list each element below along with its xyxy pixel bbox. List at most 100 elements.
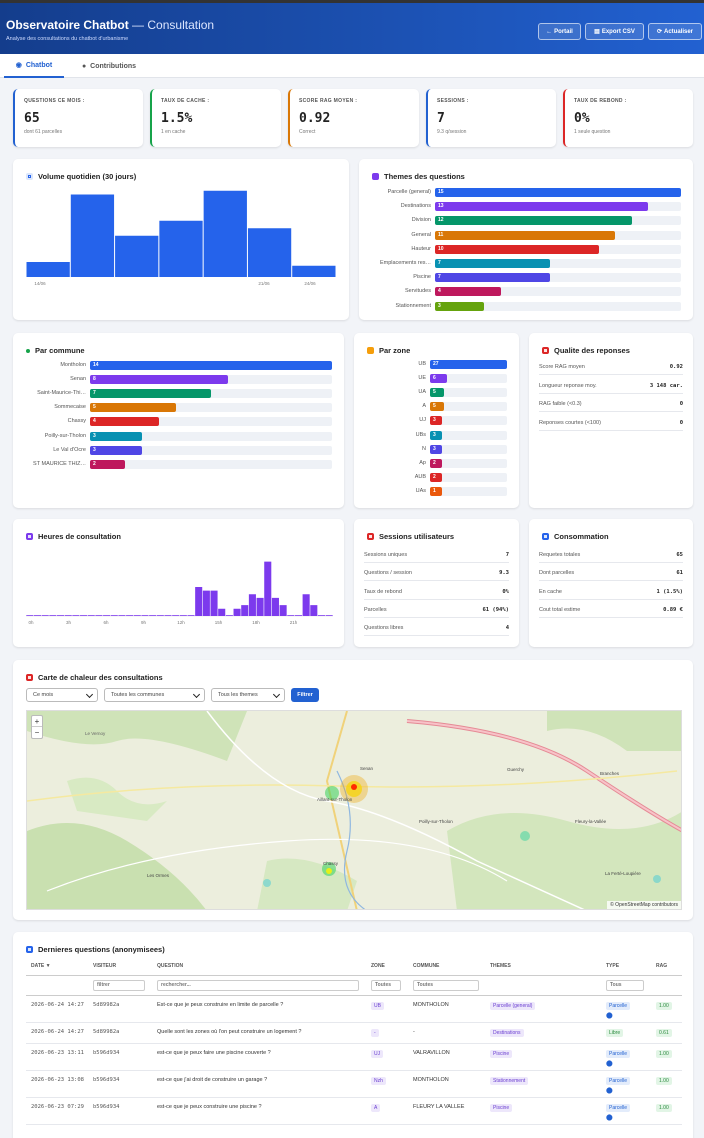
map-pin-icon[interactable]: ⬤ [606, 1060, 613, 1067]
bar-track [90, 459, 332, 469]
zone-filter-select[interactable]: Toutes [371, 979, 401, 991]
stat-row: Cout total estime 0.89 € [539, 603, 683, 618]
bar-row: N 3 [422, 444, 507, 454]
theme-filter-select[interactable]: Tous les themes [211, 688, 285, 702]
map-attribution[interactable]: © OpenStreetMap contributors [607, 901, 681, 909]
sessions-card: Sessions utilisateurs Sessions uniques 7 Q… [354, 519, 519, 647]
stat-value: 3 148 car. [649, 382, 683, 389]
bar-row: Le Val d'Ocre 3 [53, 445, 332, 455]
bar-fill: 8 [90, 375, 229, 385]
cell-question: est-ce que je peux construire une piscin… [152, 1097, 366, 1125]
bar-row: Saint-Maurice-Thi… 7 [37, 389, 332, 399]
export-csv-button[interactable]: ▤ Export CSV [585, 23, 644, 40]
cell-question: Quelle sont les zones où l'on peut const… [152, 1022, 366, 1044]
zoom-in-button[interactable]: + [32, 716, 42, 727]
portal-button[interactable]: ← Portail [538, 23, 581, 40]
bar-fill: 5 [430, 402, 445, 412]
hour-bar [310, 605, 318, 616]
card-title: Heures de consultation [26, 532, 121, 541]
filter-button[interactable]: Filtrer [291, 688, 319, 702]
kpi-value: 0.92 [299, 111, 331, 126]
cell-commune: - [408, 1022, 485, 1044]
hour-bar [294, 615, 302, 616]
map-label: Guerchy [507, 767, 525, 772]
bar-row: UAs 1 [416, 486, 507, 496]
hour-bar [49, 615, 57, 616]
app-header: Observatoire Chatbot — Consultation Anal… [0, 0, 704, 54]
map-pin-icon[interactable]: ⬤ [606, 1012, 613, 1019]
bar-label: Ap [419, 459, 426, 466]
commune-filter-select[interactable]: Toutes [413, 979, 479, 991]
stat-label: Sessions uniques [364, 552, 408, 558]
tab-chatbot[interactable]: ◉ Chatbot [4, 54, 64, 78]
table-row[interactable]: 2026-06-23 13:11 b596d934 est-ce que je … [26, 1043, 682, 1071]
type-filter-select[interactable]: Tous [606, 979, 644, 991]
stat-value: 9.3 [499, 570, 509, 577]
kpi-sub: 1 seule question [574, 129, 611, 135]
bar-row: General 11 [411, 230, 681, 240]
hour-bar [279, 605, 287, 616]
daily-bar [203, 190, 247, 277]
bar-label: UAs [415, 487, 426, 494]
bar-track [430, 458, 507, 468]
stat-row: Taux de rebond 0% [364, 585, 509, 600]
kpi-label: TAUX DE REBOND : [574, 98, 627, 104]
hour-bar [195, 587, 203, 616]
card-title: Consommation [542, 532, 609, 541]
map-pin-icon[interactable]: ⬤ [606, 1087, 613, 1094]
stat-value: 0 [679, 419, 683, 426]
bar-track [435, 273, 681, 283]
recent-questions-table: DATE ▼ VISITEUR QUESTION ZONE COMMUNE TH… [26, 958, 682, 1125]
bar-row: UE 6 [418, 374, 507, 384]
hour-bar [248, 594, 256, 616]
kpi-value: 65 [24, 111, 40, 126]
hour-bar [172, 615, 180, 616]
col-date[interactable]: DATE ▼ [26, 958, 88, 976]
bar-label: Division [411, 217, 431, 224]
comments-icon: ● [81, 62, 87, 70]
hour-bar [264, 561, 272, 616]
zoom-out-button[interactable]: − [34, 728, 40, 737]
kpi-sub: dont 61 parcelles [24, 129, 63, 135]
card-title: Par commune [26, 346, 85, 355]
table-row[interactable]: 2026-06-24 14:27 5d89982a Quelle sont le… [26, 1022, 682, 1044]
refresh-icon: ⟳ [656, 29, 662, 35]
bar-track [435, 259, 681, 268]
bar-fill: 4 [90, 417, 160, 427]
bar-label: Chassy [67, 418, 86, 425]
table-row[interactable]: 2026-06-23 13:08 b596d934 est-ce que j'a… [26, 1070, 682, 1098]
x-tick-label: 9h [141, 620, 147, 625]
heatmap-map[interactable]: Le Vernoy Aillant-sur-Tholon Senan Poill… [26, 710, 682, 910]
map-label: Les Ormes [147, 873, 170, 878]
quality-card: Qualite des reponses Score RAG moyen 0.92… [529, 333, 693, 508]
map-pin-icon[interactable]: ⬤ [606, 1114, 613, 1121]
hour-bar [287, 615, 295, 616]
bar-fill: 3 [90, 445, 142, 455]
commune-filter-select[interactable]: Toutes les communes [104, 688, 205, 702]
stat-value: 61 (94%) [482, 606, 510, 613]
bar-row: Ap 2 [419, 458, 507, 468]
card-title: Themes des questions [372, 172, 465, 181]
visitor-filter-input[interactable]: filtrer [93, 979, 145, 991]
page-subtitle: Analyse des consultations du chatbot d'u… [6, 36, 129, 42]
hour-bar [187, 615, 195, 616]
bar-fill: 7 [435, 259, 550, 268]
map-label: Aillant-sur-Tholon [317, 797, 353, 802]
map-label: Le Vernoy [85, 731, 106, 736]
stat-row: Parcelles 61 (94%) [364, 603, 509, 618]
tab-contributions[interactable]: ● Contributions [81, 62, 137, 70]
refresh-button[interactable]: ⟳ Actualiser [648, 23, 702, 40]
type-badge: Parcelle [606, 1103, 631, 1112]
daily-bar [159, 220, 203, 277]
stat-label: Questions / session [364, 570, 412, 577]
bar-track [90, 417, 332, 427]
cell-visitor: 5d89982a [88, 995, 152, 1023]
question-search-input[interactable]: rechercher... [157, 979, 359, 991]
bar-fill: 7 [90, 389, 211, 399]
table-row[interactable]: 2026-06-23 07:29 b596d934 est-ce que je … [26, 1097, 682, 1125]
cell-visitor: b596d934 [88, 1097, 152, 1125]
cell-commune: MONTHOLON [408, 995, 485, 1023]
month-filter-select[interactable]: Ce mois [26, 688, 98, 702]
table-row[interactable]: 2026-06-24 14:27 5d89982a Est-ce que je … [26, 995, 682, 1023]
hours-card: Heures de consultation 0h 3h 6h 9h 12h 15h 18h… [13, 519, 344, 647]
